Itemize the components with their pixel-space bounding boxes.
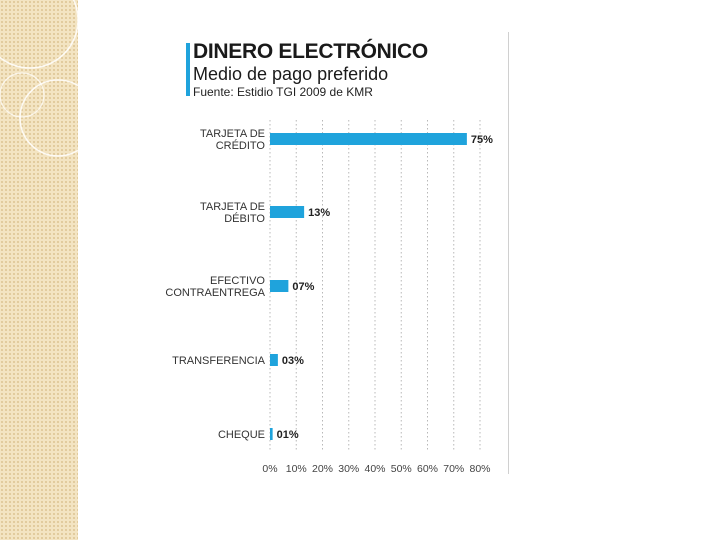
category-label: TRANSFERENCIA [172,355,266,367]
chart-source: Fuente: Estidio TGI 2009 de KMR [193,85,373,99]
x-tick-label: 70% [443,463,464,475]
category-label: TARJETA DE CRÉDITO [200,128,265,152]
bar [270,280,289,292]
data-label: 75% [471,134,493,146]
chart-subtitle: Medio de pago preferido [193,64,389,84]
data-label: 01% [277,429,299,441]
x-tick-label: 0% [262,463,277,475]
x-tick-label: 40% [364,463,385,475]
chart-title: DINERO ELECTRÓNICO [193,40,428,63]
bar [270,428,273,440]
side-band-edge [78,0,80,540]
decorative-side-band [0,0,78,540]
data-label: 03% [282,355,304,367]
x-tick-label: 20% [312,463,333,475]
decorative-circles [0,0,97,157]
title-accent-bar [186,43,190,96]
chart-panel [180,32,510,474]
category-label: TARJETA DE DÉBITO [200,201,265,225]
x-tick-label: 30% [338,463,359,475]
x-tick-label: 80% [469,463,490,475]
category-label: CHEQUE [218,429,265,441]
x-tick-label: 60% [417,463,438,475]
data-label: 07% [292,281,314,293]
bar [270,133,467,145]
category-label: EFECTIVO CONTRAENTREGA [165,275,265,299]
x-tick-label: 50% [391,463,412,475]
x-tick-label: 10% [286,463,307,475]
bar [270,354,278,366]
bar [270,206,305,218]
data-label: 13% [308,207,330,219]
chart-panel-border [508,32,509,474]
